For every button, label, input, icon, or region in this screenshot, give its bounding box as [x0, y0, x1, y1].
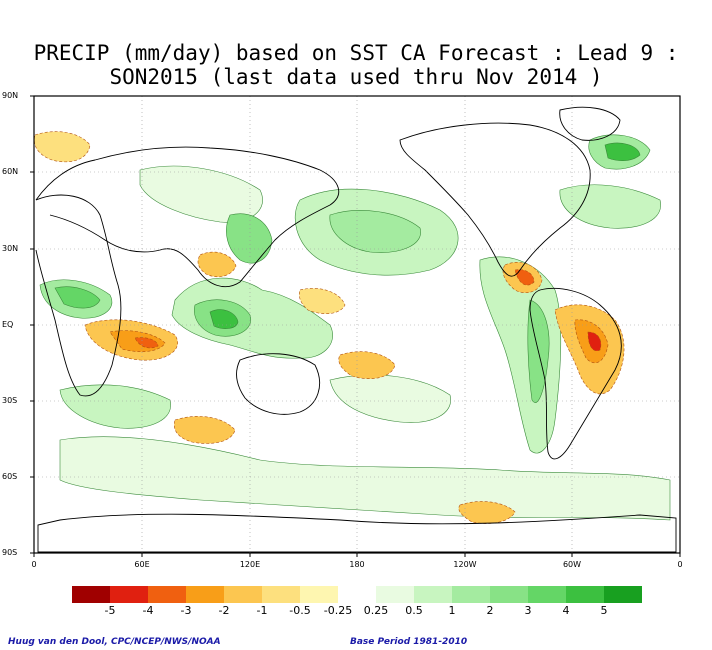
colorbar-swatch: [376, 586, 414, 603]
colorbar: [72, 586, 642, 603]
colorbar-label: -4: [142, 604, 154, 617]
dry-anomaly-regions: [33, 131, 625, 524]
colorbar-label: -3: [180, 604, 192, 617]
wet-region-asia: [139, 165, 263, 223]
lon-label-0-east: 0: [677, 560, 683, 569]
lon-label-60w: 60W: [562, 560, 582, 569]
antarctica-outline: [37, 513, 677, 553]
colorbar-swatch: [224, 586, 262, 603]
graticule: [34, 96, 680, 553]
colorbar-swatch: [148, 586, 186, 603]
colorbar-swatch: [490, 586, 528, 603]
lat-label-60n: 60N: [2, 167, 19, 176]
lon-label-120e: 120E: [239, 560, 261, 569]
colorbar-label: -0.25: [323, 604, 353, 617]
colorbar-swatch: [72, 586, 110, 603]
colorbar-label: 0.5: [405, 604, 423, 617]
south-america-outline: [529, 287, 622, 460]
colorbar-swatch: [300, 586, 338, 603]
colorbar-label: -1: [256, 604, 268, 617]
dry-region-europe: [33, 131, 91, 163]
map-title-line-2: SON2015 (last data used thru Nov 2014 ): [109, 65, 603, 89]
wet-anomaly-regions: [39, 134, 671, 521]
axis-ticks: [30, 95, 681, 557]
colorbar-swatch: [262, 586, 300, 603]
lat-label-30s: 30S: [2, 396, 18, 405]
dry-region-central-pacific: [298, 288, 346, 314]
north-america-outline: [399, 122, 591, 277]
colorbar-swatch: [338, 586, 376, 603]
footer-credit: Huug van den Dool, CPC/NCEP/NWS/NOAA: [8, 637, 221, 647]
colorbar-swatch: [452, 586, 490, 603]
colorbar-label: 0.25: [363, 604, 389, 617]
dry-region-asia: [197, 251, 237, 278]
greenland-outline: [559, 106, 621, 141]
colorbar-label: -5: [104, 604, 116, 617]
colorbar-label: 4: [562, 604, 570, 617]
colorbar-label: -2: [218, 604, 230, 617]
colorbar-swatch: [528, 586, 566, 603]
map-title-line-1: PRECIP (mm/day) based on SST CA Forecast…: [33, 41, 679, 65]
australia-outline: [236, 353, 320, 415]
colorbar-swatch: [186, 586, 224, 603]
dry-region-south-indian-ocean: [173, 416, 236, 444]
lat-label-30n: 30N: [2, 244, 19, 253]
colorbar-swatch: [110, 586, 148, 603]
colorbar-label: 5: [600, 604, 608, 617]
wet-region-west-pacific: [171, 277, 333, 359]
dry-region-southeast-pacific: [338, 351, 396, 379]
colorbar-label: 2: [486, 604, 494, 617]
colorbar-label: 3: [524, 604, 532, 617]
colorbar-swatch: [604, 586, 642, 603]
colorbar-swatch: [414, 586, 452, 603]
lat-label-90n: 90N: [2, 91, 19, 100]
coastlines: [35, 106, 677, 553]
europe-asia-outline: [35, 146, 340, 288]
wet-region-southern-ocean: [59, 436, 671, 521]
colorbar-swatch: [566, 586, 604, 603]
lat-label-eq: EQ: [2, 320, 14, 329]
dry-region-antarctic: [458, 501, 516, 524]
wet-region-north-atlantic: [559, 184, 661, 229]
wet-region-atlantic: [479, 256, 562, 454]
footer-base-period: Base Period 1981-2010: [350, 637, 468, 647]
lon-label-60e: 60E: [134, 560, 150, 569]
colorbar-label: -0.5: [289, 604, 311, 617]
lat-label-60s: 60S: [2, 472, 18, 481]
lon-label-120w: 120W: [453, 560, 477, 569]
colorbar-label: 1: [448, 604, 456, 617]
lon-label-180: 180: [349, 560, 365, 569]
africa-outline: [35, 194, 122, 397]
lat-label-90s: 90S: [2, 548, 18, 557]
lon-label-0: 0: [31, 560, 37, 569]
